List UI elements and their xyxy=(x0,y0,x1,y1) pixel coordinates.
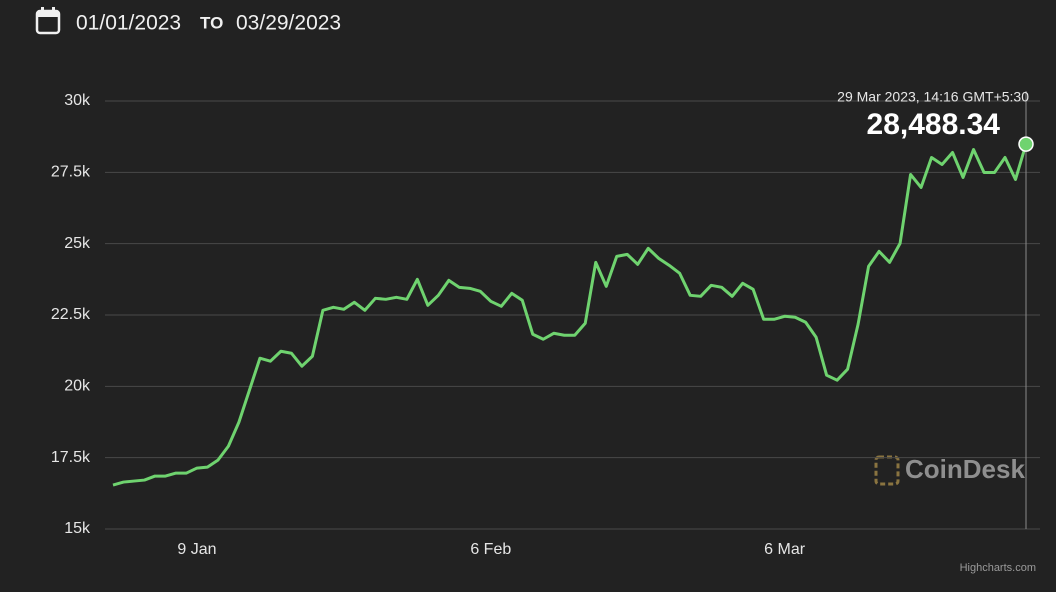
end-point xyxy=(1018,136,1034,152)
price-line xyxy=(112,143,1028,487)
y-tick-label: 27.5k xyxy=(51,164,91,181)
watermark-logo xyxy=(874,455,900,486)
y-tick-label: 17.5k xyxy=(51,449,91,466)
x-tick-label: 9 Jan xyxy=(177,541,216,558)
annotation: 29 Mar 2023, 14:16 GMT+5:30 xyxy=(837,89,1029,105)
date-separator: TO xyxy=(200,13,223,32)
credits[interactable]: Highcharts.com xyxy=(960,562,1036,574)
x-tick-label: 6 Feb xyxy=(470,541,511,558)
calendar-ring xyxy=(41,7,44,13)
y-tick-label: 15k xyxy=(64,520,91,537)
y-tick-label: 25k xyxy=(64,235,91,252)
calendar-top xyxy=(37,11,59,17)
y-tick-label: 22.5k xyxy=(51,306,91,323)
watermark-text: CoinDesk xyxy=(905,454,1025,484)
y-tick-label: 30k xyxy=(64,92,91,109)
end-date[interactable]: 03/29/2023 xyxy=(236,12,341,35)
start-date[interactable]: 01/01/2023 xyxy=(76,12,181,35)
value-label: 28,488.34 xyxy=(867,108,1001,141)
x-tick-label: 6 Mar xyxy=(764,541,806,558)
y-tick-label: 20k xyxy=(64,378,91,395)
calendar-icon[interactable] xyxy=(35,7,61,35)
calendar-ring xyxy=(52,7,55,13)
watermark: CoinDesk xyxy=(874,454,1025,486)
